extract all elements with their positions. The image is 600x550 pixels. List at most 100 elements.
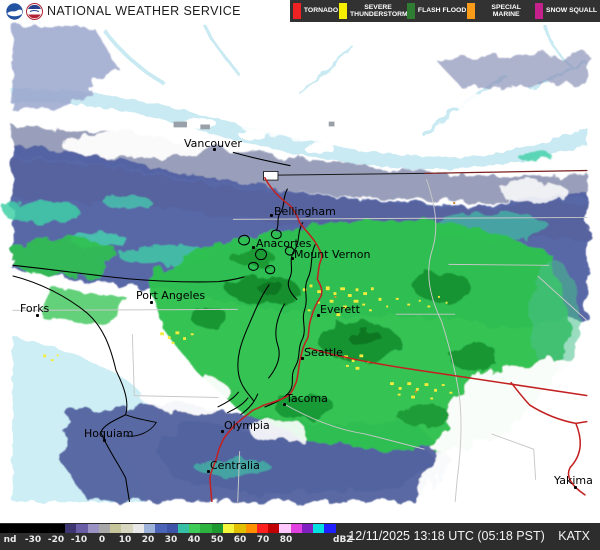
- intense-cells-layer: [43, 202, 456, 400]
- scale-segment: [189, 524, 201, 533]
- warning-label: SNOW SQUALL: [546, 7, 598, 15]
- radar-echo-layer: [3, 24, 588, 502]
- city-dot: [207, 470, 210, 473]
- radar-map[interactable]: Vancouver Bellingham Anacortes Mount Vernon…: [0, 22, 600, 523]
- city-dot: [283, 403, 286, 406]
- city-dot: [301, 357, 304, 360]
- colorbar-tick: 70: [256, 535, 270, 545]
- city-label: Seattle: [304, 346, 343, 359]
- scale-segment: [76, 524, 88, 533]
- warning-legend-item: TORNADO: [292, 3, 339, 19]
- logo-group: [6, 2, 43, 20]
- city-label: Mount Vernon: [294, 248, 371, 261]
- scale-segment: [256, 524, 269, 533]
- nws-logo-icon: [26, 2, 43, 20]
- city-dot: [574, 486, 577, 489]
- city-label: Centralia: [210, 459, 260, 472]
- colorbar-unit: dBZ: [333, 535, 353, 545]
- header-bar: NATIONAL WEATHER SERVICE TORNADO SEVERE T…: [0, 0, 600, 22]
- warning-legend-item: SPECIAL MARINE: [467, 3, 534, 19]
- warning-legend-item: SEVERE THUNDERSTORM: [339, 3, 408, 19]
- scale-segment: [110, 524, 122, 533]
- footer-bar: nd -30 -20 -10 0 10 20 30 40 50 60 70 80 dBZ 12/11/2…: [0, 523, 600, 550]
- scale-segment: [155, 524, 167, 533]
- scale-segment: [211, 524, 223, 533]
- noaa-logo-icon: [6, 2, 23, 20]
- scale-segment: [65, 524, 77, 533]
- colorbar-tick: 20: [141, 535, 155, 545]
- city-dot: [150, 301, 153, 304]
- warning-swatch: [406, 3, 415, 19]
- warning-swatch: [292, 3, 301, 19]
- city-dot: [291, 257, 294, 260]
- city-dot: [103, 439, 106, 442]
- city-dot: [270, 214, 273, 217]
- scale-segment: [177, 524, 190, 533]
- warning-legend-item: SNOW SQUALL: [535, 3, 597, 19]
- colorbar-tick: 0: [98, 535, 106, 545]
- scale-segment: [324, 524, 336, 533]
- warning-label: FLASH FLOOD: [417, 7, 467, 15]
- highway-shield-box: [263, 171, 279, 181]
- colorbar-tick: 10: [118, 535, 132, 545]
- scale-segment: [222, 524, 235, 533]
- city-label: Vancouver: [184, 137, 242, 150]
- scale-segment: [290, 524, 302, 533]
- colorbar-tick: 80: [279, 535, 293, 545]
- warning-label: TORNADO: [303, 7, 339, 15]
- coastline-layer: [12, 151, 316, 503]
- city-label: Tacoma: [286, 392, 328, 405]
- city-dot: [221, 430, 224, 433]
- warning-label: SEVERE THUNDERSTORM: [350, 3, 408, 18]
- scale-segment: [143, 524, 156, 533]
- city-label: Port Angeles: [136, 289, 206, 302]
- city-dot: [213, 148, 216, 151]
- warning-legend-item: FLASH FLOOD: [406, 3, 467, 19]
- city-label: Anacortes: [256, 237, 312, 250]
- city-dot: [36, 314, 39, 317]
- timestamp: 12/11/2025 13:18 UTC (05:18 PST) KATX: [348, 529, 590, 543]
- scale-segment: [234, 524, 246, 533]
- highway-layer: [209, 176, 588, 502]
- colorbar-tick: 50: [210, 535, 224, 545]
- colorbar-tick: nd: [3, 535, 17, 545]
- scale-segment: [313, 524, 325, 533]
- scale-segment: [200, 524, 212, 533]
- timestamp-text: 12/11/2025 13:18 UTC (05:18 PST): [348, 529, 545, 543]
- city-label: Hoquiam: [84, 427, 134, 440]
- scale-segment: [301, 524, 314, 533]
- colorbar-tick: -20: [47, 535, 65, 545]
- warning-swatch: [339, 3, 348, 19]
- warning-swatch: [535, 3, 544, 19]
- city-dot: [252, 246, 255, 249]
- city-dot: [317, 314, 320, 317]
- colorbar-tick: 60: [233, 535, 247, 545]
- scale-segment-nd: [0, 524, 65, 533]
- scale-segment: [245, 524, 257, 533]
- city-label: Bellingham: [274, 205, 336, 218]
- city-label: Forks: [20, 302, 50, 315]
- reflectivity-colorbar: [0, 524, 336, 533]
- colorbar-tick: 30: [164, 535, 178, 545]
- scale-segment: [268, 524, 280, 533]
- scale-segment: [87, 524, 99, 533]
- urban-specks: [173, 121, 335, 130]
- colorbar-tick: -30: [24, 535, 42, 545]
- scale-segment: [166, 524, 178, 533]
- county-lines-layer: [12, 178, 588, 502]
- radar-map-art: [3, 22, 588, 503]
- scale-segment: [121, 524, 133, 533]
- page-title: NATIONAL WEATHER SERVICE: [47, 4, 241, 18]
- station-id: KATX: [558, 529, 590, 543]
- scale-segment: [279, 524, 291, 533]
- warning-legend: TORNADO SEVERE THUNDERSTORM FLASH FLOOD SPE…: [290, 0, 600, 22]
- border-line: [263, 169, 588, 181]
- city-label: Olympia: [224, 419, 270, 432]
- city-label: Everett: [320, 303, 360, 316]
- scale-segment: [98, 524, 111, 533]
- warning-swatch: [467, 3, 476, 19]
- scale-segment: [132, 524, 144, 533]
- city-label: Yakima: [554, 474, 593, 487]
- colorbar-tick: 40: [187, 535, 201, 545]
